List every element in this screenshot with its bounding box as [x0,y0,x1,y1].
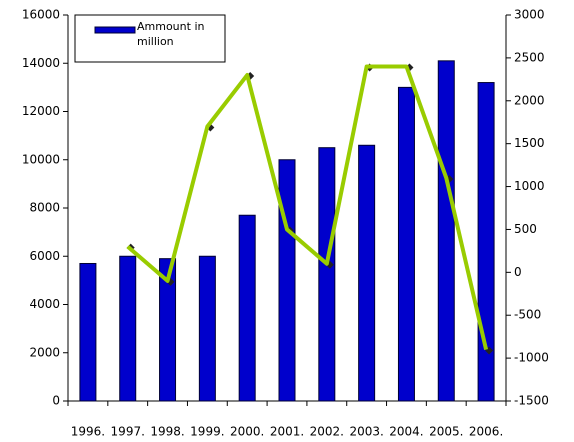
y-tick-label: 2000 [29,345,60,359]
y-tick-label: 16000 [22,8,60,22]
y2-tick-label: 0 [514,265,522,279]
y-tick-label: 14000 [22,56,60,70]
y2-tick-label: -1000 [514,351,549,365]
y2-tick-label: 3000 [514,8,545,22]
x-tick-label: 1998. [150,425,184,439]
bar [79,262,97,402]
x-tick-label: 1997. [111,425,145,439]
bar [318,147,336,402]
bar [238,214,256,402]
x-tick-label: 2003. [349,425,383,439]
x-tick-label: 2000. [230,425,264,439]
legend-label: Ammount in million [137,20,205,48]
y-tick-label: 12000 [22,104,60,118]
legend: Ammount in million [137,20,205,48]
x-tick-label: 2006. [469,425,503,439]
plot: 0200040006000800010000120001400016000-15… [22,8,549,439]
bar [278,159,296,402]
x-tick-label: 2001. [270,425,304,439]
x-tick-label: 1999. [190,425,224,439]
bar [437,60,455,402]
x-tick-label: 2004. [389,425,423,439]
y-tick-label: 8000 [29,201,60,215]
bar [477,82,495,402]
y2-tick-label: -500 [514,308,541,322]
y2-tick-label: 2000 [514,93,545,107]
legend-swatch [94,26,136,34]
bar [358,144,376,402]
bar [397,86,415,402]
bar [198,255,216,402]
y2-tick-label: 1500 [514,136,545,150]
legend-box [74,14,226,63]
x-tick-label: 1996. [71,425,105,439]
x-tick-label: 2005. [429,425,463,439]
y-tick-label: 4000 [29,297,60,311]
y2-tick-label: 500 [514,222,537,236]
bar [159,258,177,402]
y2-tick-label: 1000 [514,179,545,193]
y-tick-label: 0 [52,394,60,408]
bar [119,255,137,402]
y2-tick-label: -1500 [514,394,549,408]
y-tick-label: 6000 [29,249,60,263]
y2-tick-label: 2500 [514,50,545,64]
line [126,64,489,350]
y-tick-label: 10000 [22,152,60,166]
x-tick-label: 2002. [310,425,344,439]
